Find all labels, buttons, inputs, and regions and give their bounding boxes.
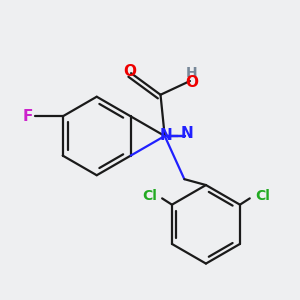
Text: F: F <box>23 109 33 124</box>
Text: Cl: Cl <box>142 189 157 203</box>
Text: H: H <box>185 66 197 80</box>
Text: Cl: Cl <box>255 189 270 203</box>
Text: N: N <box>160 128 172 143</box>
Text: O: O <box>185 75 198 90</box>
Text: O: O <box>123 64 136 79</box>
Text: N: N <box>180 126 193 141</box>
